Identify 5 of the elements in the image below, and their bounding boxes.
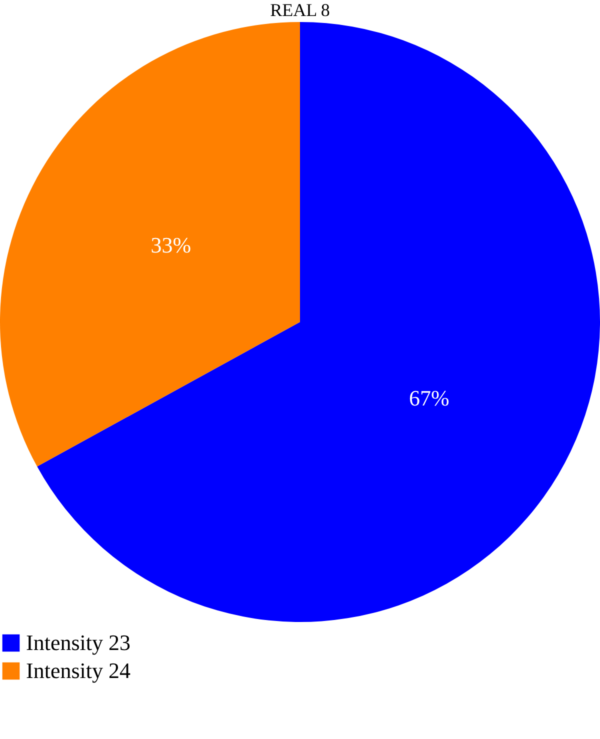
- legend-label: Intensity 23: [26, 630, 130, 655]
- data-label: 33%: [150, 232, 192, 258]
- legend-label: Intensity 24: [26, 658, 130, 683]
- chart-title: REAL 8: [270, 0, 330, 20]
- data-label: 67%: [408, 385, 450, 410]
